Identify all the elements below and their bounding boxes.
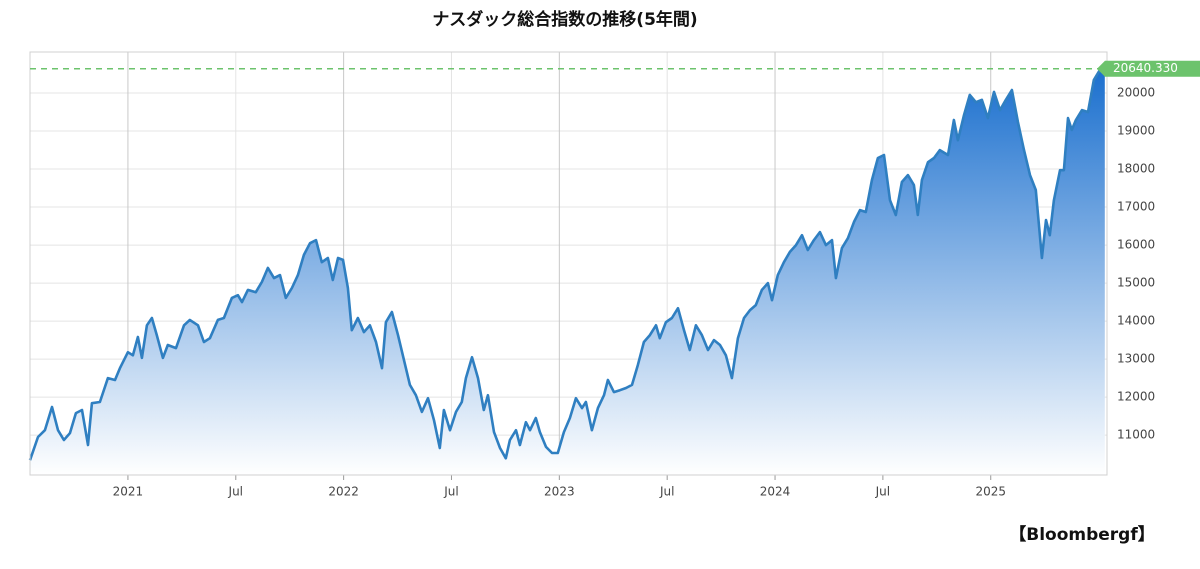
y-tick-label: 20000 xyxy=(1117,86,1155,100)
y-tick-label: 11000 xyxy=(1117,428,1155,442)
x-tick-label: 2023 xyxy=(544,485,575,499)
y-tick-label: 12000 xyxy=(1117,390,1155,404)
x-tick-label: Jul xyxy=(443,485,458,499)
y-tick-label: 18000 xyxy=(1117,162,1155,176)
area-fill xyxy=(30,68,1105,475)
source-note: 【Bloombergf】 xyxy=(1009,524,1155,545)
chart-title: ナスダック総合指数の推移(5年間) xyxy=(432,9,697,30)
x-tick-label: Jul xyxy=(228,485,243,499)
reference-tag xyxy=(1097,60,1200,77)
x-tick-label: 2021 xyxy=(113,485,144,499)
y-tick-label: 16000 xyxy=(1117,238,1155,252)
y-tick-label: 15000 xyxy=(1117,276,1155,290)
x-tick-label: 2025 xyxy=(975,485,1006,499)
x-tick-label: Jul xyxy=(875,485,890,499)
x-tick-label: 2022 xyxy=(328,485,359,499)
reference-label: 20640.330 xyxy=(1113,61,1178,75)
x-tick-label: Jul xyxy=(659,485,674,499)
y-tick-label: 17000 xyxy=(1117,200,1155,214)
plot-frame xyxy=(29,51,1108,476)
y-tick-label: 19000 xyxy=(1117,124,1155,138)
y-tick-label: 14000 xyxy=(1117,314,1155,328)
y-tick-label: 13000 xyxy=(1117,352,1155,366)
price-line xyxy=(28,67,1106,461)
x-tick-label: 2024 xyxy=(760,485,791,499)
